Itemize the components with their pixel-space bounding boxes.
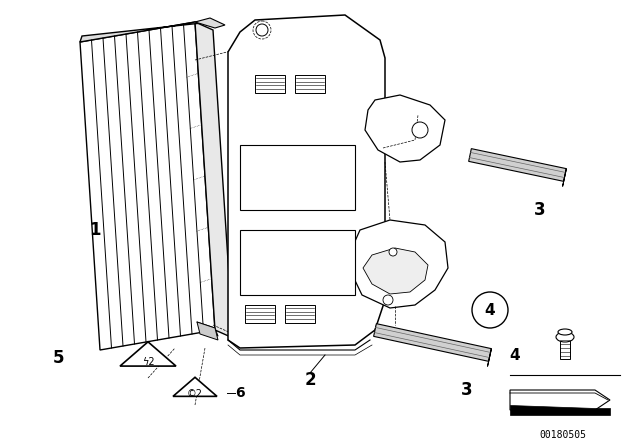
Polygon shape (363, 248, 428, 294)
Text: 3: 3 (534, 201, 546, 219)
Text: 2: 2 (304, 371, 316, 389)
Text: ©2: ©2 (187, 389, 203, 399)
Circle shape (383, 295, 393, 305)
Text: ϟ2: ϟ2 (141, 357, 154, 367)
Circle shape (256, 24, 268, 36)
Bar (245, 305, 275, 323)
Polygon shape (80, 22, 211, 42)
Bar (240, 145, 355, 210)
Polygon shape (374, 323, 492, 362)
Text: 1: 1 (89, 221, 100, 239)
Polygon shape (195, 18, 225, 28)
Polygon shape (195, 22, 233, 338)
Ellipse shape (556, 332, 574, 342)
Circle shape (389, 248, 397, 256)
Polygon shape (510, 405, 610, 415)
Circle shape (412, 122, 428, 138)
Polygon shape (563, 168, 566, 186)
Polygon shape (228, 15, 385, 348)
Polygon shape (365, 95, 445, 162)
Bar (560, 337, 570, 359)
Text: 4: 4 (509, 348, 520, 362)
Text: 5: 5 (52, 349, 64, 367)
Polygon shape (510, 390, 610, 410)
Bar (285, 305, 315, 323)
Polygon shape (80, 22, 215, 350)
Polygon shape (350, 220, 448, 308)
Ellipse shape (558, 329, 572, 335)
Bar (255, 75, 285, 93)
Polygon shape (197, 322, 218, 340)
Text: 6: 6 (235, 386, 245, 400)
Polygon shape (488, 349, 492, 366)
Circle shape (472, 292, 508, 328)
Bar (295, 75, 325, 93)
Bar (240, 230, 355, 295)
Polygon shape (120, 342, 176, 366)
Polygon shape (468, 149, 566, 181)
Text: 3: 3 (461, 381, 473, 399)
Polygon shape (173, 377, 217, 396)
Text: 00180505: 00180505 (540, 430, 586, 440)
Text: 4: 4 (484, 302, 495, 318)
